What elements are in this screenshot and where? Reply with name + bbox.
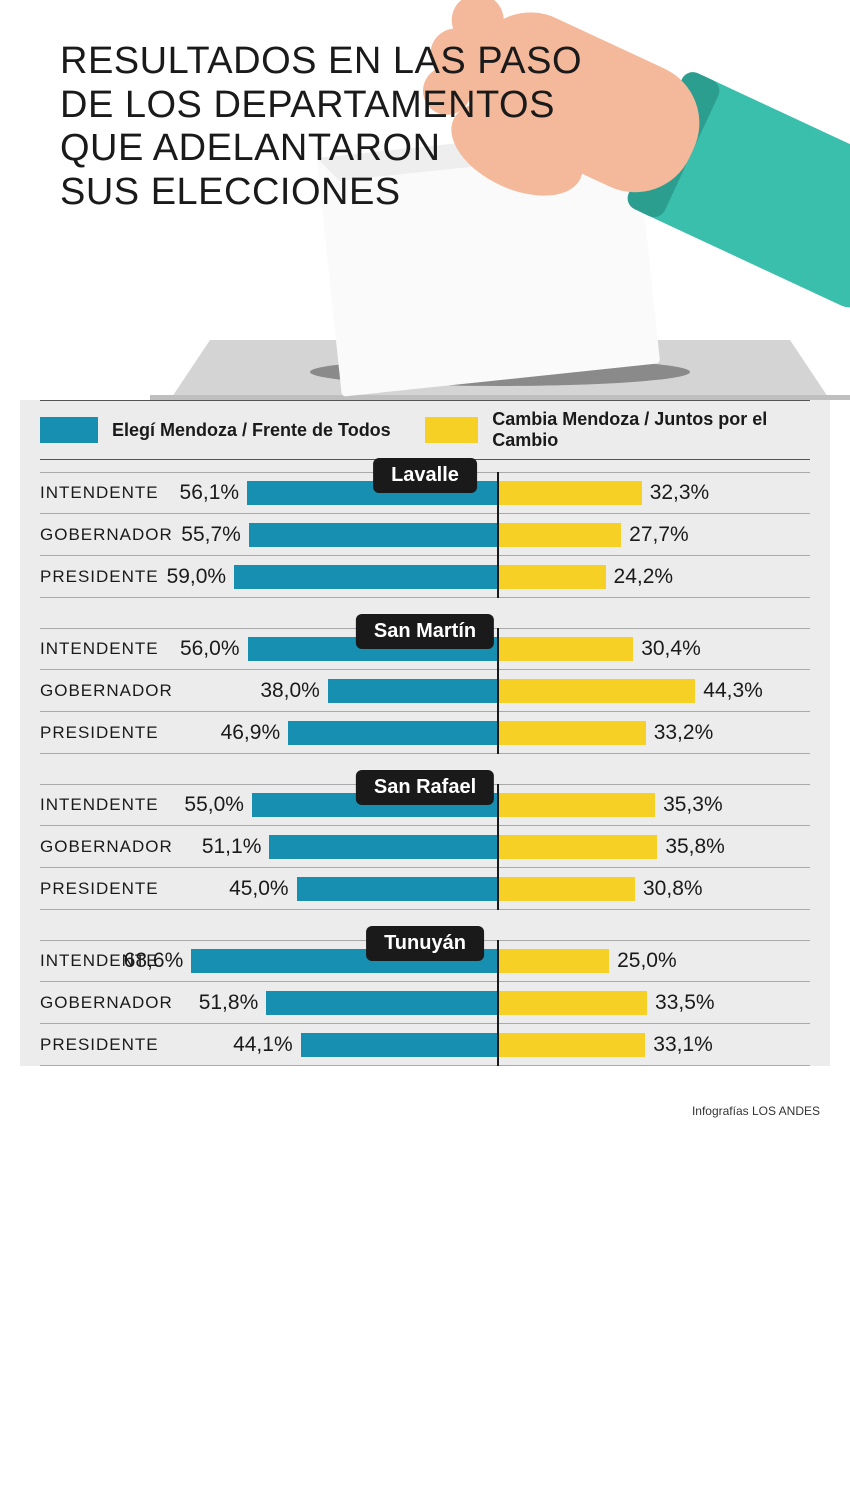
bar-area: 46,9% 33,2% bbox=[185, 712, 810, 753]
value-left: 55,0% bbox=[184, 793, 252, 817]
bar-area: 55,0% 35,3% bbox=[185, 785, 810, 825]
bar-left bbox=[301, 1033, 498, 1057]
department-name: Tunuyán bbox=[366, 926, 484, 961]
bar-area: 51,8% 33,5% bbox=[185, 982, 810, 1023]
row-office-label: PRESIDENTE bbox=[40, 567, 185, 587]
infographic-container: RESULTADOS EN LAS PASODE LOS DEPARTAMENT… bbox=[0, 0, 850, 1134]
result-row: PRESIDENTE 44,1% 33,1% bbox=[40, 1024, 810, 1066]
value-right: 25,0% bbox=[609, 949, 677, 973]
bar-area: 55,7%27,7% bbox=[185, 514, 810, 555]
bar-right bbox=[498, 481, 642, 505]
row-office-label: INTENDENTE bbox=[40, 639, 185, 659]
department-name: San Martín bbox=[356, 614, 494, 649]
bar-right bbox=[498, 679, 696, 703]
bar-left bbox=[269, 835, 497, 859]
value-right: 24,2% bbox=[606, 565, 674, 589]
bar-area: 38,0% 44,3% bbox=[185, 670, 810, 711]
row-office-label: PRESIDENTE bbox=[40, 879, 185, 899]
value-left: 46,9% bbox=[221, 721, 289, 745]
result-row: PRESIDENTE 45,0% 30,8% bbox=[40, 868, 810, 910]
department-block: San MartínINTENDENTE56,0%30,4%GOBERNADOR… bbox=[40, 628, 810, 754]
value-left: 38,0% bbox=[260, 679, 328, 703]
result-row: GOBERNADOR 51,8% 33,5% bbox=[40, 982, 810, 1024]
department-name: Lavalle bbox=[373, 458, 477, 493]
department-block: LavalleINTENDENTE56,1%32,3%GOBERNADOR55,… bbox=[40, 472, 810, 598]
row-office-label: GOBERNADOR bbox=[40, 681, 185, 701]
bar-right bbox=[498, 523, 622, 547]
bar-area: 56,1%32,3% bbox=[185, 473, 810, 513]
value-left: 51,8% bbox=[199, 991, 267, 1015]
bar-right bbox=[498, 565, 606, 589]
legend-item-right: Cambia Mendoza / Juntos por el Cambio bbox=[425, 409, 810, 451]
legend-item-left: Elegí Mendoza / Frente de Todos bbox=[40, 417, 425, 443]
bar-area: 56,0%30,4% bbox=[185, 629, 810, 669]
header-area: RESULTADOS EN LAS PASODE LOS DEPARTAMENT… bbox=[0, 0, 850, 400]
departments-list: LavalleINTENDENTE56,1%32,3%GOBERNADOR55,… bbox=[40, 472, 810, 1066]
department-block: TunuyánINTENDENTE68,6%25,0%GOBERNADOR51,… bbox=[40, 940, 810, 1066]
bar-left bbox=[328, 679, 498, 703]
bar-left bbox=[288, 721, 497, 745]
legend-swatch-left bbox=[40, 417, 98, 443]
department-name: San Rafael bbox=[356, 770, 494, 805]
row-office-label: PRESIDENTE bbox=[40, 1035, 185, 1055]
bar-right bbox=[498, 949, 610, 973]
bar-right bbox=[498, 991, 648, 1015]
credit-line: Infografías LOS ANDES bbox=[0, 1096, 850, 1134]
value-right: 27,7% bbox=[621, 523, 689, 547]
value-right: 32,3% bbox=[642, 481, 710, 505]
value-right: 30,4% bbox=[633, 637, 701, 661]
value-left: 56,0% bbox=[180, 637, 248, 661]
row-office-label: INTENDENTE bbox=[40, 795, 185, 815]
ballot-box-body: Elegí Mendoza / Frente de Todos Cambia M… bbox=[20, 400, 830, 1066]
bar-right bbox=[498, 793, 656, 817]
value-left: 44,1% bbox=[233, 1033, 301, 1057]
bar-area: 59,0%24,2% bbox=[185, 556, 810, 597]
value-right: 35,3% bbox=[655, 793, 723, 817]
value-left: 45,0% bbox=[229, 877, 297, 901]
bar-left bbox=[266, 991, 497, 1015]
bar-left bbox=[249, 523, 498, 547]
result-row: GOBERNADOR55,7%27,7% bbox=[40, 514, 810, 556]
main-title: RESULTADOS EN LAS PASODE LOS DEPARTAMENT… bbox=[60, 40, 582, 215]
value-left: 55,7% bbox=[181, 523, 249, 547]
row-office-label: GOBERNADOR bbox=[40, 837, 185, 857]
bar-right bbox=[498, 835, 658, 859]
row-office-label: GOBERNADOR bbox=[40, 993, 185, 1013]
value-left: 51,1% bbox=[202, 835, 270, 859]
bar-left bbox=[297, 877, 498, 901]
legend-label-left: Elegí Mendoza / Frente de Todos bbox=[112, 420, 391, 441]
row-office-label: PRESIDENTE bbox=[40, 723, 185, 743]
bar-right bbox=[498, 877, 636, 901]
result-row: GOBERNADOR 51,1% 35,8% bbox=[40, 826, 810, 868]
value-right: 44,3% bbox=[695, 679, 763, 703]
bar-area: 51,1% 35,8% bbox=[185, 826, 810, 867]
bar-area: 44,1% 33,1% bbox=[185, 1024, 810, 1065]
value-left: 68,6% bbox=[124, 949, 192, 973]
row-office-label: INTENDENTE bbox=[40, 483, 185, 503]
result-row: PRESIDENTE59,0%24,2% bbox=[40, 556, 810, 598]
value-right: 33,2% bbox=[646, 721, 714, 745]
bar-area: 45,0% 30,8% bbox=[185, 868, 810, 909]
bar-left bbox=[234, 565, 497, 589]
legend-swatch-right bbox=[425, 417, 478, 443]
department-block: San RafaelINTENDENTE55,0%35,3%GOBERNADOR… bbox=[40, 784, 810, 910]
row-office-label: GOBERNADOR bbox=[40, 525, 185, 545]
value-right: 33,5% bbox=[647, 991, 715, 1015]
result-row: GOBERNADOR 38,0% 44,3% bbox=[40, 670, 810, 712]
value-left: 56,1% bbox=[180, 481, 248, 505]
bar-right bbox=[498, 721, 646, 745]
legend-label-right: Cambia Mendoza / Juntos por el Cambio bbox=[492, 409, 810, 451]
value-right: 33,1% bbox=[645, 1033, 713, 1057]
value-left: 59,0% bbox=[167, 565, 235, 589]
bar-right bbox=[498, 1033, 646, 1057]
result-row: PRESIDENTE 46,9% 33,2% bbox=[40, 712, 810, 754]
bar-right bbox=[498, 637, 634, 661]
bar-area: 68,6%25,0% bbox=[185, 941, 810, 981]
legend: Elegí Mendoza / Frente de Todos Cambia M… bbox=[40, 400, 810, 460]
value-right: 30,8% bbox=[635, 877, 703, 901]
value-right: 35,8% bbox=[657, 835, 725, 859]
